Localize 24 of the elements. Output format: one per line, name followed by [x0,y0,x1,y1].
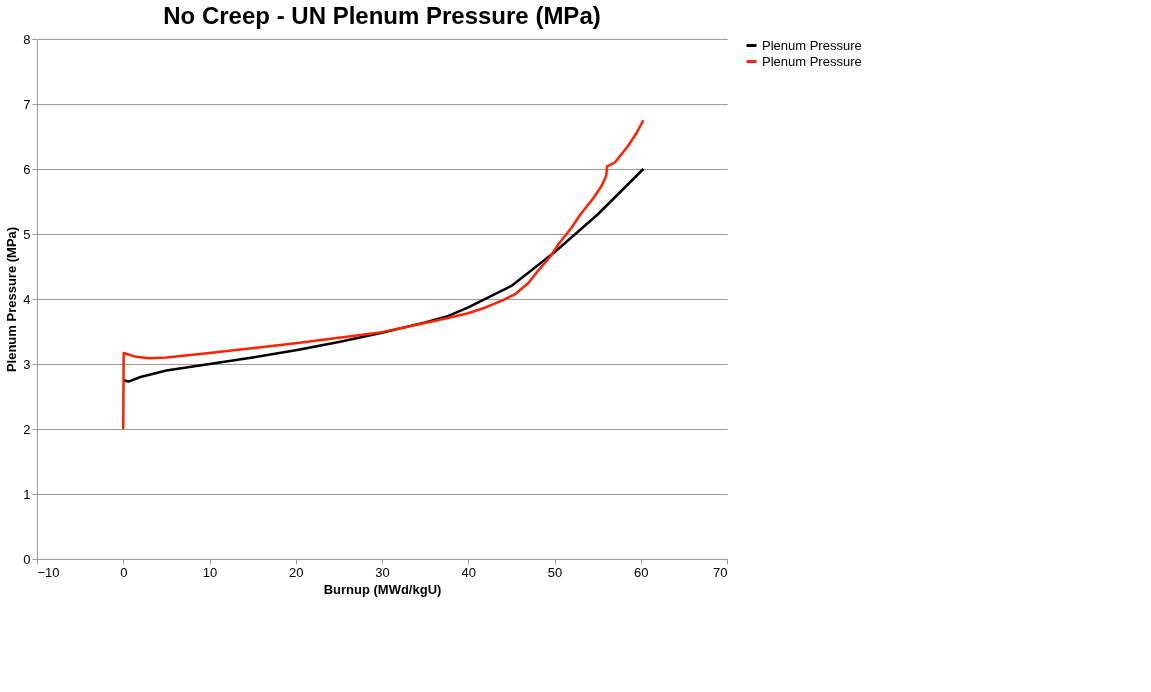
x-tick-label: −10 [37,564,60,580]
chart-title: No Creep - UN Plenum Pressure (MPa) [163,2,601,29]
y-axis-title: Plenum Pressure (MPa) [4,226,20,373]
x-axis-title: Burnup (MWd/kgU) [323,581,442,597]
y-tick-label: 1 [23,486,31,502]
y-tick-label: 7 [23,96,31,112]
x-tick-label: 0 [120,564,128,580]
legend-label: Plenum Pressure [762,53,862,69]
legend-label: Plenum Pressure [762,37,862,53]
line-series [122,119,645,431]
y-tick-label: 6 [23,161,31,177]
x-tick-label: 40 [461,564,476,580]
x-tick-label: 60 [634,564,649,580]
y-tick-label: 3 [23,356,31,372]
x-tick-label: 50 [547,564,563,580]
y-tick-label: 5 [23,226,31,242]
y-tick-label: 2 [23,421,31,437]
y-tick-label: 0 [23,551,31,567]
y-tick-label: 8 [23,31,31,47]
y-tick-label: 4 [23,291,31,307]
x-tick-label: 10 [202,564,218,580]
x-tick-label: 20 [289,564,304,580]
x-tick-label: 30 [375,564,390,580]
x-tick-label: 70 [713,564,728,580]
